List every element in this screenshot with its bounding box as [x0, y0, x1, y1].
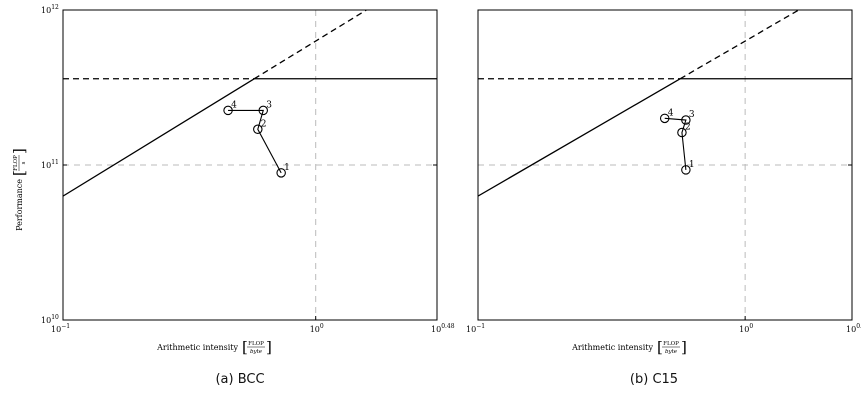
bandwidth-roof — [63, 78, 255, 197]
y-unit-denominator: s — [21, 161, 27, 164]
point-label-2: 2 — [685, 123, 691, 133]
bracket-left: [ — [657, 338, 663, 356]
x-tick-label: 100 — [310, 323, 324, 334]
y-tick-label: 1011 — [41, 159, 59, 170]
chart-panel-2: 1 2 3 4 10−1 100 100.4 Arithmetic intensity [FLO… — [466, 9, 861, 356]
plot-area: 1 2 3 4 — [63, 10, 437, 320]
data-point-4 — [223, 105, 233, 116]
data-point-1 — [276, 168, 286, 178]
x-axis-label: Arithmetic intensity [FLOP byte] — [571, 338, 687, 356]
series-line — [228, 109, 282, 174]
x-tick-label: 10−1 — [466, 323, 485, 334]
bandwidth-roof — [478, 78, 681, 197]
y-unit-numerator: FLOP — [13, 155, 19, 171]
x-unit-denominator: byte — [250, 349, 263, 355]
x-tick-label: 100.48 — [431, 323, 455, 334]
y-tick-label: 1010 — [41, 314, 59, 325]
x-unit-numerator: FLOP — [663, 341, 679, 347]
x-unit-numerator: FLOP — [248, 341, 264, 347]
chart-panel-1: 1 2 3 4 10−1 100 100.48 1010 1011 1012 Arithmetic … — [10, 4, 455, 356]
x-axis-title: Arithmetic intensity — [156, 343, 238, 352]
data-point-3 — [681, 115, 691, 125]
data-point-2 — [677, 127, 687, 138]
x-tick-label: 100.4 — [846, 323, 861, 334]
y-bracket-right: ] — [10, 148, 28, 154]
point-label-2: 2 — [261, 119, 267, 129]
y-tick-label: 1012 — [41, 4, 59, 15]
point-label-3: 3 — [266, 100, 272, 110]
y-bracket-left: [ — [10, 170, 28, 176]
x-axis-label: Arithmetic intensity [FLOP byte] — [156, 338, 272, 356]
data-point-1 — [681, 165, 691, 175]
x-tick-label: 100 — [739, 323, 753, 334]
point-label-4: 4 — [231, 100, 237, 110]
point-label-1: 1 — [689, 160, 695, 170]
data-point-4 — [659, 113, 670, 124]
x-unit-denominator: byte — [665, 349, 678, 355]
bandwidth-roof-dashed — [679, 10, 800, 80]
data-point-2 — [253, 124, 263, 135]
point-label-3: 3 — [689, 110, 695, 120]
plot-area: 1 2 3 4 — [478, 10, 852, 320]
y-axis-label: Performance [FLOP s] — [10, 148, 28, 231]
x-axis-title: Arithmetic intensity — [571, 343, 653, 352]
y-axis-title: Performance — [15, 179, 24, 231]
series-line — [664, 117, 687, 170]
caption-bcc: (a) BCC — [215, 372, 265, 387]
point-label-1: 1 — [284, 163, 290, 173]
bracket-right: ] — [681, 338, 687, 356]
bracket-left: [ — [242, 338, 248, 356]
x-tick-label: 10−1 — [51, 323, 70, 334]
caption-c15: (b) C15 — [629, 372, 679, 387]
data-point-3 — [258, 105, 268, 116]
point-label-4: 4 — [668, 108, 674, 118]
bracket-right: ] — [266, 338, 272, 356]
bandwidth-roof-dashed — [253, 10, 367, 80]
